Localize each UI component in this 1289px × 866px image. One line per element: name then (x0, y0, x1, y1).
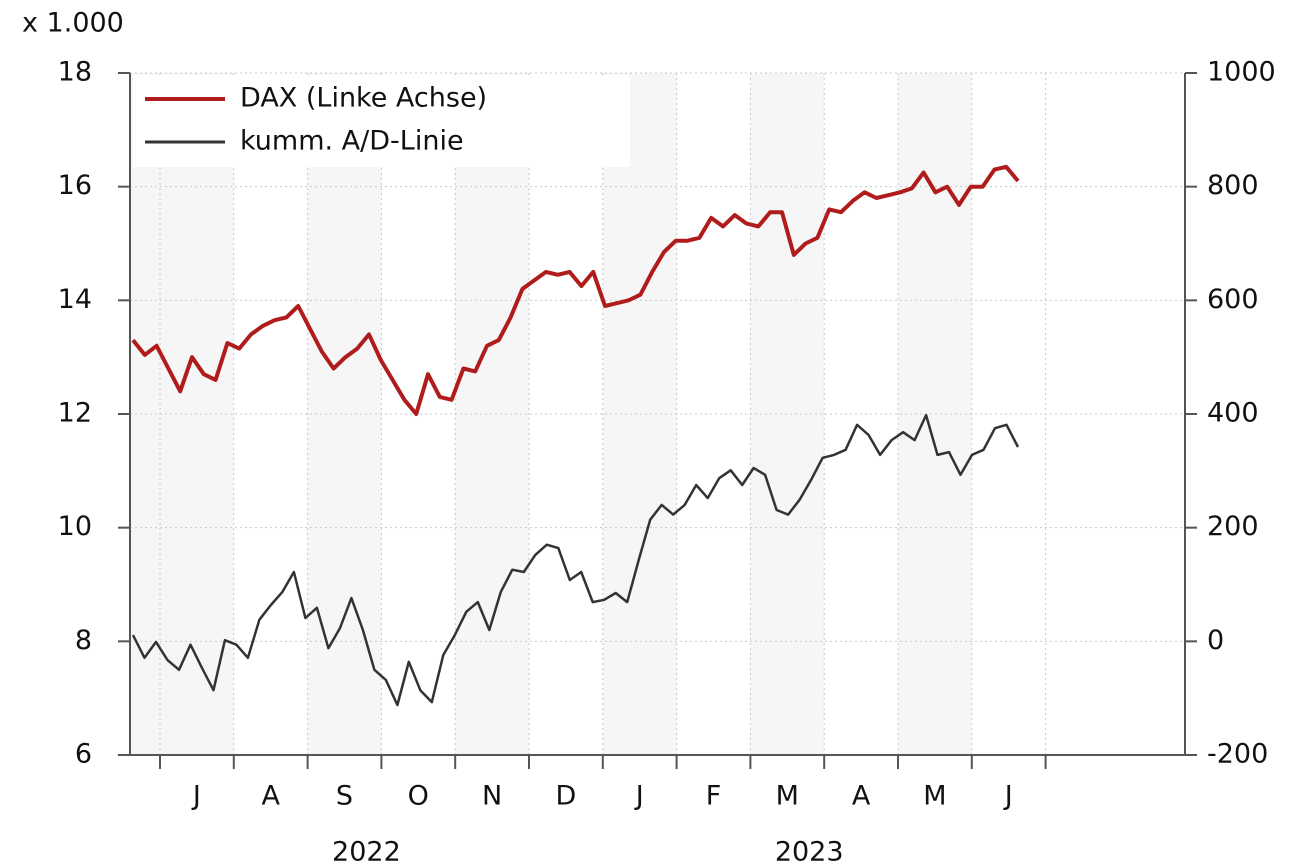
y2-tick-label: 1000 (1207, 57, 1276, 88)
legend-label: DAX (Linke Achse) (240, 83, 487, 114)
x-tick-label: M (776, 781, 799, 812)
x-tick-label: D (556, 781, 577, 812)
y-tick-label: 18 (58, 57, 92, 88)
legend-box (133, 75, 630, 167)
y-tick-label: 12 (58, 398, 92, 429)
y-tick-label: 10 (58, 511, 92, 542)
x-tick-label: J (191, 781, 201, 812)
year-label: 2022 (332, 837, 401, 866)
legend-label: kumm. A/D-Linie (240, 126, 464, 157)
y-tick-label: 8 (75, 625, 92, 656)
plot-band (307, 73, 382, 755)
x-tick-label: A (852, 781, 871, 812)
y2-tick-label: 0 (1207, 625, 1224, 656)
year-label: 2023 (775, 837, 844, 866)
data-line (131, 164, 1020, 416)
y2-tick-label: 200 (1207, 511, 1259, 542)
x-tick-label: S (336, 781, 353, 812)
data-line (131, 413, 1020, 707)
x-tick-label: O (408, 781, 429, 812)
y-tick-label: 6 (75, 739, 92, 770)
y-tick-label: 14 (58, 284, 92, 315)
x-tick-label: M (923, 781, 946, 812)
x-tick-label: J (634, 781, 644, 812)
unit-label: x 1.000 (22, 8, 124, 39)
x-tick-label: N (482, 781, 502, 812)
y2-tick-label: -200 (1207, 739, 1268, 770)
x-tick-label: A (261, 781, 280, 812)
y2-tick-label: 600 (1207, 284, 1259, 315)
y2-tick-label: 800 (1207, 170, 1259, 201)
y-tick-label: 16 (58, 170, 92, 201)
y2-tick-label: 400 (1207, 398, 1259, 429)
x-tick-label: F (706, 781, 722, 812)
x-tick-label: J (1003, 781, 1013, 812)
